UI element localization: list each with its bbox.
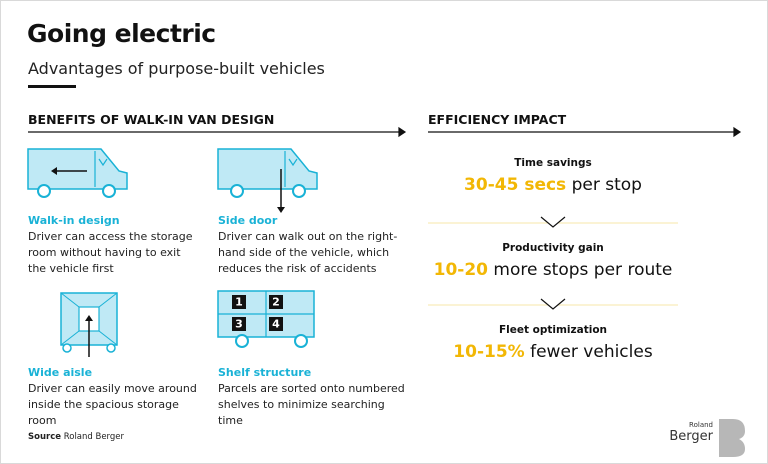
subtitle: Advantages of purpose-built vehicles	[28, 59, 325, 78]
metric-number: 30-45 secs	[464, 175, 567, 195]
benefit-text: hand side of the vehicle, which	[218, 246, 390, 259]
metric-separators	[428, 216, 678, 310]
benefit-text: Driver can walk out on the right-	[218, 230, 398, 243]
metric-unit: more stops per route	[493, 260, 673, 280]
benefit-title: Wide aisle	[28, 366, 93, 379]
metric-value: 30-45 secs per stop	[428, 175, 678, 195]
source-label: Source	[28, 432, 62, 442]
metric-value: 10-15% fewer vehicles	[428, 342, 678, 362]
title-rule	[28, 85, 76, 88]
metric-value: 10-20 more stops per route	[428, 260, 678, 280]
benefit-text: time	[218, 414, 243, 427]
section-arrows	[28, 126, 742, 138]
metric-number: 10-15%	[453, 342, 525, 362]
benefit-text: the vehicle first	[28, 262, 114, 275]
shelf-number: 3	[235, 318, 243, 331]
logo-line: Berger	[669, 429, 713, 444]
benefit-text: reduces the risk of accidents	[218, 262, 377, 275]
metric-unit: fewer vehicles	[530, 342, 653, 362]
benefit-text: Parcels are sorted onto numbered	[218, 382, 405, 395]
benefit-text: inside the spacious storage	[28, 398, 179, 411]
benefit-title: Walk-in design	[28, 214, 120, 227]
metric-label: Productivity gain	[502, 242, 604, 254]
walk-in-icon	[27, 148, 128, 198]
metric-label: Time savings	[514, 157, 592, 169]
shelf-number: 4	[272, 318, 280, 331]
wide-aisle-icon	[60, 292, 118, 357]
shelf-number: 2	[272, 296, 280, 309]
benefit-text: Driver can access the storage	[28, 230, 193, 243]
section-heading: BENEFITS OF WALK-IN VAN DESIGN	[28, 112, 275, 127]
title: Going electric	[27, 19, 216, 48]
benefit-text: room without having to exit	[28, 246, 181, 259]
shelf-number: 1	[235, 296, 243, 309]
benefit-text: room	[28, 414, 57, 427]
metric-label: Fleet optimization	[498, 324, 608, 336]
side-door-icon	[217, 148, 318, 213]
logo-mark	[719, 419, 745, 457]
metric-unit: per stop	[571, 175, 642, 195]
source-text: Roland Berger	[63, 432, 125, 442]
benefit-text: shelves to minimize searching	[218, 398, 385, 411]
metric-number: 10-20	[433, 260, 488, 280]
benefit-text: Driver can easily move around	[28, 382, 197, 395]
logo-line: Roland	[689, 421, 713, 429]
section-heading: EFFICIENCY IMPACT	[428, 112, 567, 127]
benefit-title: Shelf structure	[218, 366, 312, 379]
benefit-title: Side door	[218, 214, 278, 227]
source: Source Roland Berger	[28, 432, 124, 442]
shelf-icon	[217, 290, 315, 348]
